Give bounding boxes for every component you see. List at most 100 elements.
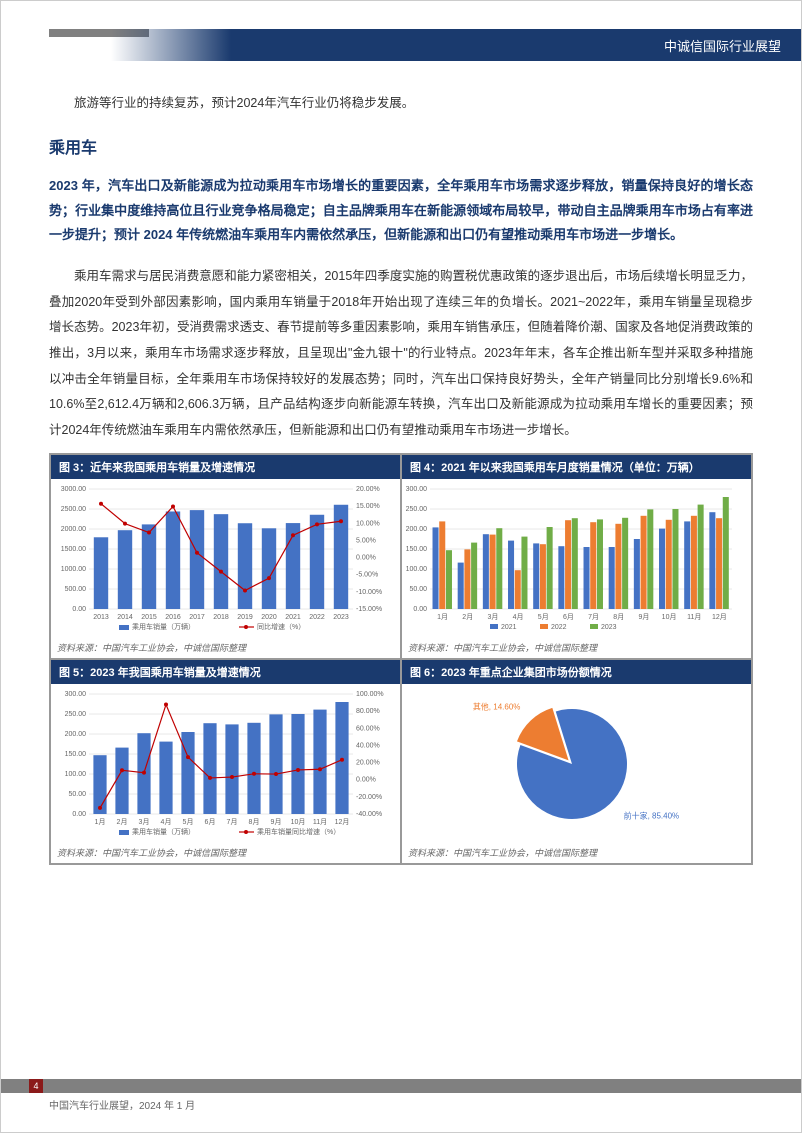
svg-text:200.00: 200.00 <box>406 526 428 533</box>
svg-text:12月: 12月 <box>335 818 350 826</box>
page-number: 4 <box>29 1079 43 1093</box>
svg-text:2022: 2022 <box>309 614 325 621</box>
section-title: 乘用车 <box>49 134 753 158</box>
chart-3-source: 资料来源：中国汽车工业协会，中诚信国际整理 <box>51 639 400 658</box>
svg-text:5.00%: 5.00% <box>356 538 376 545</box>
header-brand: 中诚信国际行业展望 <box>231 29 801 61</box>
svg-text:0.00: 0.00 <box>72 606 86 613</box>
svg-text:4月: 4月 <box>161 818 172 826</box>
svg-text:2014: 2014 <box>117 614 133 621</box>
chart-3-cell: 图 3：近年来我国乘用车销量及增速情况 0.00 500.00 1000.00 150… <box>50 454 401 659</box>
intro-text: 旅游等行业的持续复苏，预计2024年汽车行业仍将稳步发展。 <box>49 91 753 116</box>
chart-6-source: 资料来源：中国汽车工业协会，中诚信国际整理 <box>402 844 751 863</box>
svg-text:300.00: 300.00 <box>65 691 87 698</box>
svg-text:其他, 14.60%: 其他, 14.60% <box>473 702 521 712</box>
svg-text:3000.00: 3000.00 <box>61 486 86 493</box>
svg-text:150.00: 150.00 <box>65 751 87 758</box>
svg-text:150.00: 150.00 <box>406 546 428 553</box>
svg-text:2017: 2017 <box>189 614 205 621</box>
svg-text:2019: 2019 <box>237 614 253 621</box>
svg-text:100.00: 100.00 <box>406 566 428 573</box>
chart-grid: 图 3：近年来我国乘用车销量及增速情况 0.00 500.00 1000.00 150… <box>49 453 753 865</box>
svg-text:2023: 2023 <box>333 614 349 621</box>
svg-text:2021: 2021 <box>285 614 301 621</box>
chart-3-title: 图 3：近年来我国乘用车销量及增速情况 <box>51 455 400 479</box>
svg-text:0.00%: 0.00% <box>356 555 376 562</box>
chart-6-cell: 图 6：2023 年重点企业集团市场份额情况 前十家, 85.40% 其他, 14… <box>401 659 752 864</box>
svg-text:8月: 8月 <box>613 613 624 621</box>
svg-text:2018: 2018 <box>213 614 229 621</box>
chart-4-cell: 图 4：2021 年以来我国乘用车月度销量情况（单位：万辆） 0.00 50.00… <box>401 454 752 659</box>
body-paragraph: 乘用车需求与居民消费意愿和能力紧密相关，2015年四季度实施的购置税优惠政策的逐… <box>49 264 753 443</box>
svg-text:2000.00: 2000.00 <box>61 526 86 533</box>
svg-text:同比增速（%）: 同比增速（%） <box>257 622 305 631</box>
svg-text:0.00%: 0.00% <box>356 777 376 784</box>
svg-text:60.00%: 60.00% <box>356 726 380 733</box>
svg-text:6月: 6月 <box>205 818 216 826</box>
svg-text:50.00: 50.00 <box>409 586 427 593</box>
svg-text:乘用车销量同比增速（%）: 乘用车销量同比增速（%） <box>257 827 340 836</box>
svg-text:500.00: 500.00 <box>65 586 87 593</box>
svg-text:2022: 2022 <box>551 624 567 631</box>
svg-text:乘用车销量（万辆）: 乘用车销量（万辆） <box>132 827 195 836</box>
svg-text:1月: 1月 <box>95 818 106 826</box>
svg-text:200.00: 200.00 <box>65 731 87 738</box>
chart-4-source: 资料来源：中国汽车工业协会，中诚信国际整理 <box>402 639 751 658</box>
svg-text:3月: 3月 <box>487 613 498 621</box>
svg-text:40.00%: 40.00% <box>356 743 380 750</box>
svg-text:-20.00%: -20.00% <box>356 794 382 801</box>
svg-text:2013: 2013 <box>93 614 109 621</box>
svg-text:2020: 2020 <box>261 614 277 621</box>
svg-text:前十家, 85.40%: 前十家, 85.40% <box>624 811 680 821</box>
svg-text:2500.00: 2500.00 <box>61 506 86 513</box>
svg-text:2月: 2月 <box>462 613 473 621</box>
svg-text:9月: 9月 <box>271 818 282 826</box>
svg-text:7月: 7月 <box>588 613 599 621</box>
chart-5-title: 图 5：2023 年我国乘用车销量及增速情况 <box>51 660 400 684</box>
svg-text:5月: 5月 <box>183 818 194 826</box>
svg-text:100.00: 100.00 <box>65 771 87 778</box>
svg-text:2016: 2016 <box>165 614 181 621</box>
svg-text:10.00%: 10.00% <box>356 521 380 528</box>
svg-text:4月: 4月 <box>513 613 524 621</box>
chart-5-cell: 图 5：2023 年我国乘用车销量及增速情况 0.00 50.00 100.00 15… <box>50 659 401 864</box>
svg-text:2023: 2023 <box>601 624 617 631</box>
svg-text:8月: 8月 <box>249 818 260 826</box>
svg-text:3月: 3月 <box>139 818 150 826</box>
svg-text:乘用车销量（万辆）: 乘用车销量（万辆） <box>132 622 195 631</box>
svg-text:100.00%: 100.00% <box>356 691 384 698</box>
svg-text:9月: 9月 <box>638 613 649 621</box>
svg-text:250.00: 250.00 <box>406 506 428 513</box>
svg-text:2015: 2015 <box>141 614 157 621</box>
svg-text:50.00: 50.00 <box>68 791 86 798</box>
svg-text:0.00: 0.00 <box>72 811 86 818</box>
chart-5-source: 资料来源：中国汽车工业协会，中诚信国际整理 <box>51 844 400 863</box>
svg-text:1000.00: 1000.00 <box>61 566 86 573</box>
svg-text:1月: 1月 <box>437 613 448 621</box>
svg-text:20.00%: 20.00% <box>356 486 380 493</box>
svg-text:2021: 2021 <box>501 624 517 631</box>
svg-text:6月: 6月 <box>563 613 574 621</box>
svg-text:0.00: 0.00 <box>413 606 427 613</box>
svg-text:-40.00%: -40.00% <box>356 811 382 818</box>
svg-text:11月: 11月 <box>687 613 701 621</box>
svg-text:11月: 11月 <box>313 818 327 826</box>
footer-text: 中国汽车行业展望，2024 年 1 月 <box>1 1093 801 1116</box>
svg-text:15.00%: 15.00% <box>356 504 380 511</box>
svg-text:20.00%: 20.00% <box>356 760 380 767</box>
chart-6-title: 图 6：2023 年重点企业集团市场份额情况 <box>402 660 751 684</box>
svg-text:-10.00%: -10.00% <box>356 589 382 596</box>
svg-text:10月: 10月 <box>291 818 306 826</box>
svg-text:250.00: 250.00 <box>65 711 87 718</box>
svg-text:10月: 10月 <box>662 613 677 621</box>
highlight-summary: 2023 年，汽车出口及新能源成为拉动乘用车市场增长的重要因素，全年乘用车市场需… <box>49 174 753 248</box>
chart-4-title: 图 4：2021 年以来我国乘用车月度销量情况（单位：万辆） <box>402 455 751 479</box>
svg-text:2月: 2月 <box>117 818 128 826</box>
svg-text:300.00: 300.00 <box>406 486 428 493</box>
svg-text:7月: 7月 <box>227 818 238 826</box>
svg-text:5月: 5月 <box>538 613 549 621</box>
svg-text:1500.00: 1500.00 <box>61 546 86 553</box>
svg-text:-15.00%: -15.00% <box>356 606 382 613</box>
svg-text:80.00%: 80.00% <box>356 709 380 716</box>
svg-text:-5.00%: -5.00% <box>356 572 378 579</box>
